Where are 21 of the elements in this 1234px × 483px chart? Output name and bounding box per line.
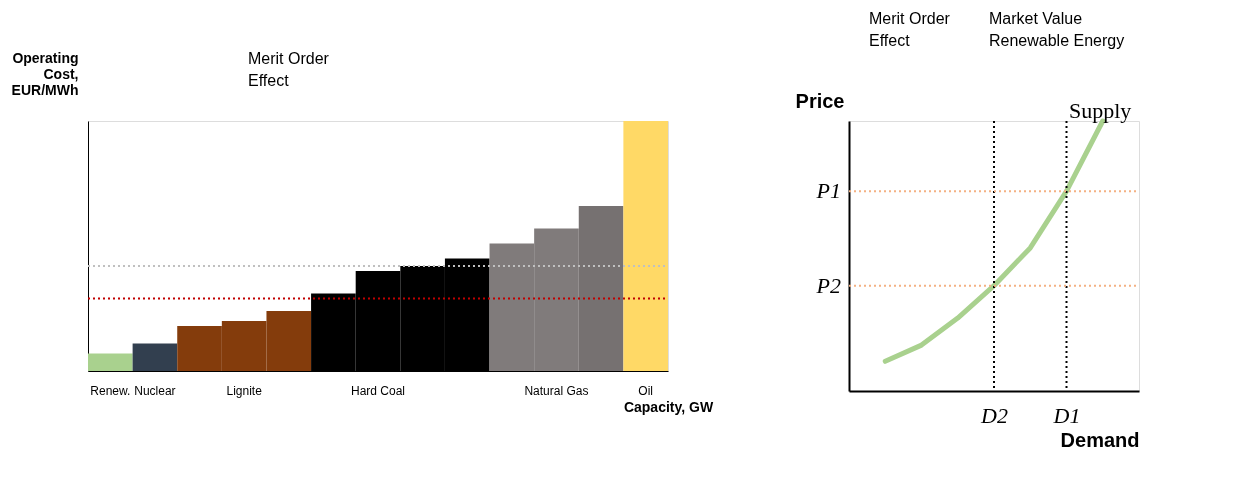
x-axis-title: Capacity, GW: [623, 398, 714, 415]
x-tick-label: Hard Coal: [350, 383, 406, 398]
y-axis-title: Operating Cost, EUR/MWh: [11, 49, 79, 98]
x-tick-label: D2: [980, 402, 1008, 428]
ref-line-label: P2: [815, 272, 841, 298]
annotation: Supply: [1069, 98, 1132, 123]
x-tick-label: Natural Gas: [524, 383, 589, 398]
ref-line-label: P1: [815, 178, 841, 204]
x-tick-label: Oil: [638, 383, 654, 398]
text: Merit Order Effect: [248, 50, 330, 89]
bar: [132, 343, 178, 371]
x-tick-label: D1: [1052, 402, 1081, 428]
bar: [623, 121, 668, 371]
x-axis-title: Demand: [1060, 428, 1140, 451]
x-tick-label: Lignite: [226, 383, 263, 398]
x-tick-label: Nuclear: [134, 383, 176, 398]
y-axis-title: Price: [795, 89, 845, 112]
x-tick-label: Renew.: [90, 383, 131, 398]
text: Merit Order Effect: [869, 10, 951, 49]
bar: [88, 353, 133, 371]
text: Market Value Renewable Energy: [989, 10, 1125, 49]
